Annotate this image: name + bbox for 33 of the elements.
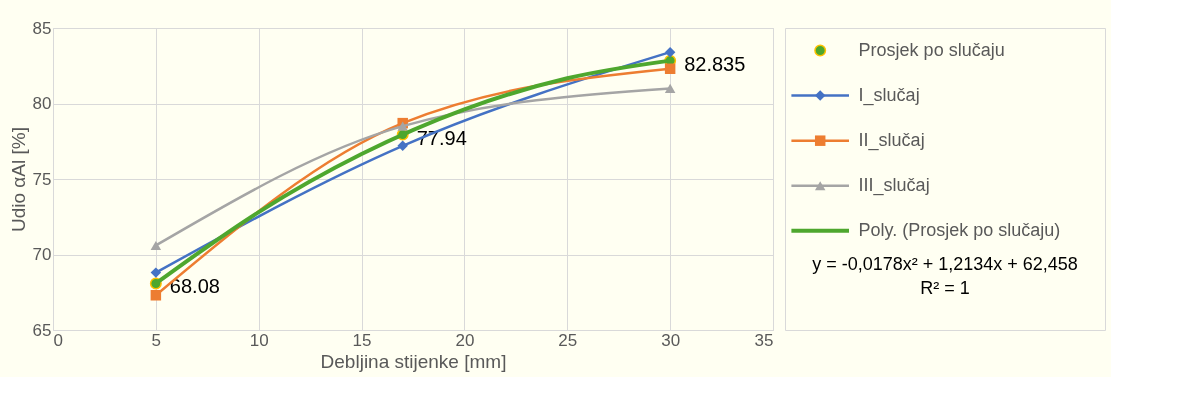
x-tick-label: 10 — [249, 330, 269, 350]
y-axis-title: Udio αAl [%] — [7, 127, 29, 232]
x-tick-label: 35 — [754, 330, 774, 350]
data-label: 77.94 — [416, 126, 467, 149]
x-tick-label: 30 — [661, 330, 681, 350]
y-tick-label: 85 — [32, 18, 52, 38]
point — [397, 140, 408, 152]
point — [664, 83, 676, 93]
x-tick-label: 0 — [53, 330, 63, 350]
text: R² = 1 — [920, 278, 970, 299]
legend-label: Prosjek po slučaju — [858, 39, 1005, 60]
point — [150, 240, 162, 250]
legend-label: III_slučaj — [858, 174, 930, 196]
y-tick-label: 65 — [32, 320, 52, 340]
x-tick-label: 25 — [558, 330, 578, 350]
x-axis-title: Debljina stijenke [mm] — [320, 350, 507, 372]
x-tick-label: 20 — [455, 330, 475, 350]
x-tick-label: 5 — [151, 330, 162, 350]
point — [150, 290, 162, 301]
x-tick-label: 15 — [352, 330, 372, 350]
y-tick-label: 80 — [32, 94, 52, 113]
y-tick-label: 70 — [32, 245, 52, 264]
data-label: 68.08 — [169, 275, 220, 298]
point — [664, 63, 676, 75]
point — [664, 46, 676, 58]
point — [397, 121, 408, 131]
legend-label: Poly. (Prosjek po slučaju) — [858, 219, 1061, 240]
legend-label: II_slučaj — [858, 129, 925, 151]
y-tick-label: 75 — [32, 169, 52, 189]
text: y = -0,0178x² + 1,2134x + 62,458 — [812, 253, 1078, 274]
point — [150, 267, 162, 278]
data-label: 82.835 — [684, 52, 746, 75]
legend-label: I_slučaj — [858, 84, 920, 106]
